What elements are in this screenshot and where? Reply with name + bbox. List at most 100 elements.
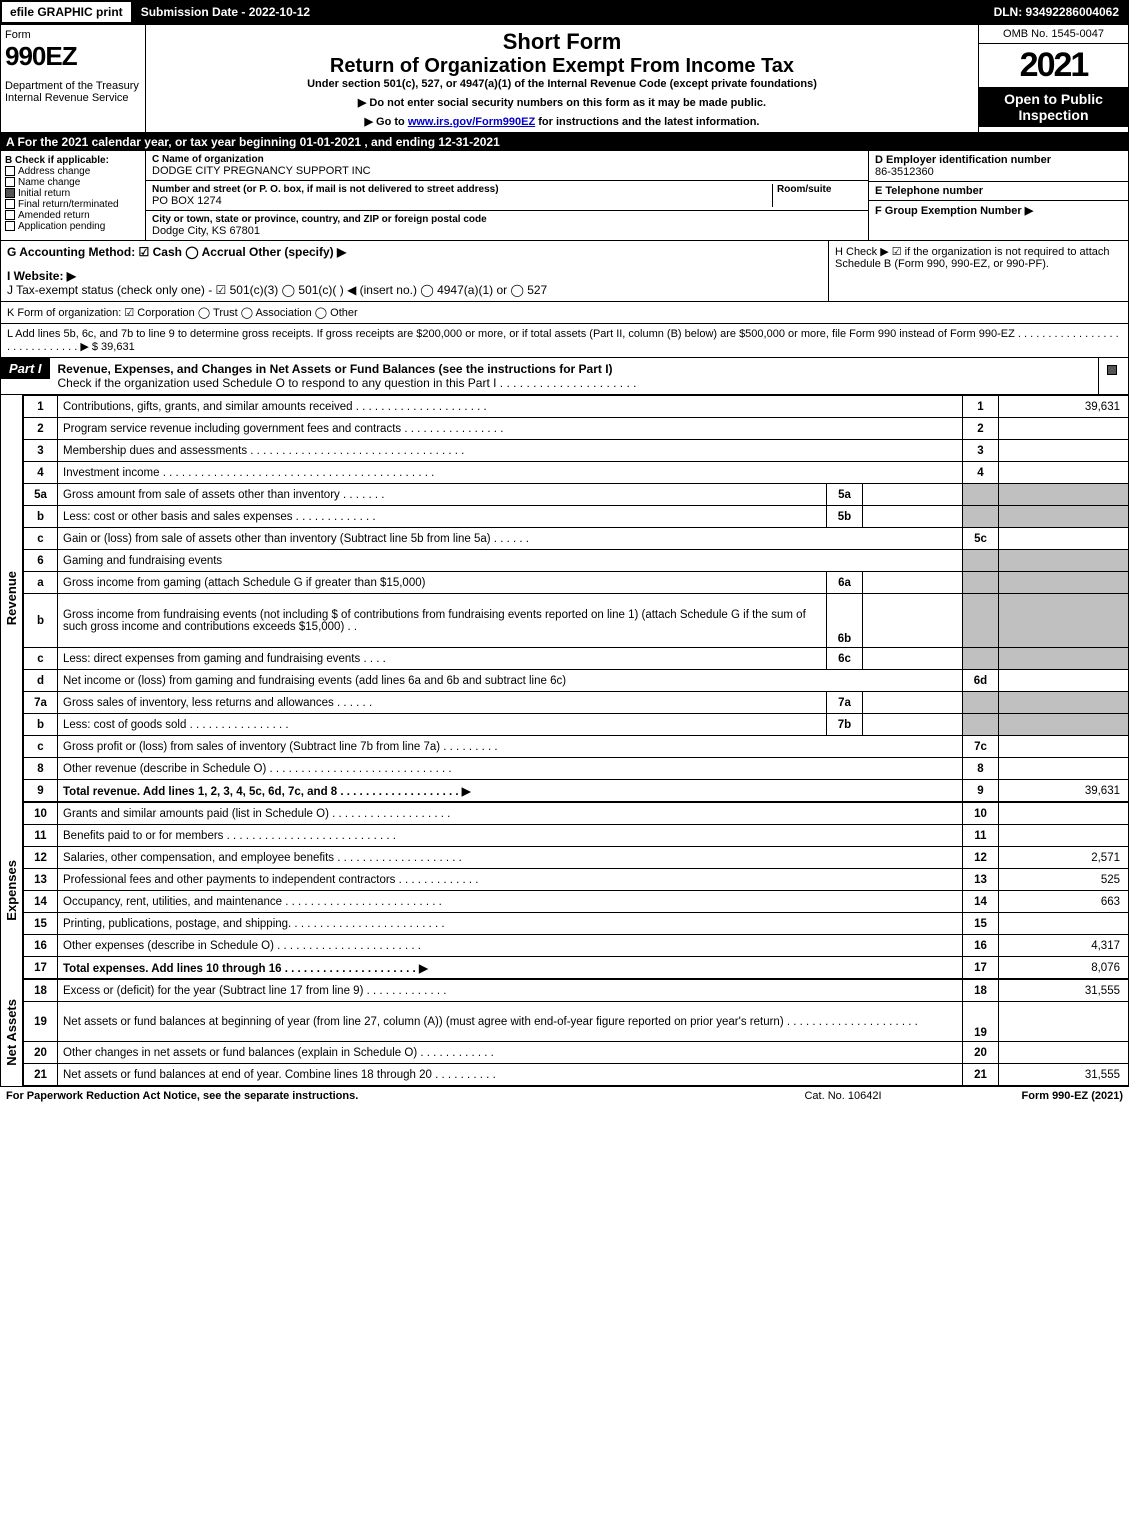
line-21: 21Net assets or fund balances at end of … bbox=[24, 1064, 1129, 1086]
form-number: 990EZ bbox=[5, 41, 141, 72]
note-post: for instructions and the latest informat… bbox=[535, 116, 759, 128]
group-label: F Group Exemption Number ▶ bbox=[875, 204, 1122, 217]
expenses-table: 10Grants and similar amounts paid (list … bbox=[23, 802, 1129, 979]
department: Department of the Treasury Internal Reve… bbox=[5, 80, 141, 104]
col-b: B Check if applicable: Address change Na… bbox=[1, 151, 146, 240]
line-7c: cGross profit or (loss) from sales of in… bbox=[24, 736, 1129, 758]
line-l: L Add lines 5b, 6c, and 7b to line 9 to … bbox=[0, 324, 1129, 358]
line-16: 16Other expenses (describe in Schedule O… bbox=[24, 935, 1129, 957]
side-netassets: Net Assets bbox=[2, 997, 21, 1068]
line-8: 8Other revenue (describe in Schedule O) … bbox=[24, 758, 1129, 780]
footer-right: Form 990-EZ (2021) bbox=[943, 1090, 1123, 1102]
line-10: 10Grants and similar amounts paid (list … bbox=[24, 803, 1129, 825]
chk-initial[interactable]: Initial return bbox=[5, 188, 141, 199]
phone-row: E Telephone number bbox=[869, 182, 1128, 201]
line-15: 15Printing, publications, postage, and s… bbox=[24, 913, 1129, 935]
org-name-row: C Name of organization DODGE CITY PREGNA… bbox=[146, 151, 868, 181]
side-expenses: Expenses bbox=[2, 858, 21, 923]
org-name: DODGE CITY PREGNANCY SUPPORT INC bbox=[152, 165, 862, 177]
chk-pending[interactable]: Application pending bbox=[5, 221, 141, 232]
part1-label: Part I bbox=[1, 358, 50, 379]
top-bar: efile GRAPHIC print Submission Date - 20… bbox=[0, 0, 1129, 24]
ein: 86-3512360 bbox=[875, 166, 1122, 178]
note-link: ▶ Go to www.irs.gov/Form990EZ for instru… bbox=[152, 115, 972, 128]
street-row: Number and street (or P. O. box, if mail… bbox=[146, 181, 868, 211]
line-7b: bLess: cost of goods sold . . . . . . . … bbox=[24, 714, 1129, 736]
part1-subtitle: Check if the organization used Schedule … bbox=[58, 376, 637, 390]
irs-link[interactable]: www.irs.gov/Form990EZ bbox=[408, 116, 535, 128]
line-j: J Tax-exempt status (check only one) - ☑… bbox=[7, 283, 822, 297]
chk-name[interactable]: Name change bbox=[5, 177, 141, 188]
line-12: 12Salaries, other compensation, and empl… bbox=[24, 847, 1129, 869]
part1-title-text: Revenue, Expenses, and Changes in Net As… bbox=[58, 362, 613, 376]
header-center: Short Form Return of Organization Exempt… bbox=[146, 25, 978, 132]
expenses-block: Expenses 10Grants and similar amounts pa… bbox=[0, 802, 1129, 979]
city-row: City or town, state or province, country… bbox=[146, 211, 868, 240]
note-ssn: ▶ Do not enter social security numbers o… bbox=[152, 96, 972, 109]
info-grid: B Check if applicable: Address change Na… bbox=[0, 151, 1129, 241]
footer: For Paperwork Reduction Act Notice, see … bbox=[0, 1086, 1129, 1105]
line-i: I Website: ▶ bbox=[7, 269, 822, 283]
line-6d: dNet income or (loss) from gaming and fu… bbox=[24, 670, 1129, 692]
line-6a: aGross income from gaming (attach Schedu… bbox=[24, 572, 1129, 594]
revenue-block: Revenue 1Contributions, gifts, grants, a… bbox=[0, 395, 1129, 802]
col-b-label: B Check if applicable: bbox=[5, 155, 141, 166]
open-public: Open to Public Inspection bbox=[979, 87, 1128, 127]
line-6: 6Gaming and fundraising events bbox=[24, 550, 1129, 572]
header-right: OMB No. 1545-0047 2021 Open to Public In… bbox=[978, 25, 1128, 132]
chk-final[interactable]: Final return/terminated bbox=[5, 199, 141, 210]
line-g: G Accounting Method: ☑ Cash ◯ Accrual Ot… bbox=[7, 245, 822, 259]
line-1: 1Contributions, gifts, grants, and simil… bbox=[24, 396, 1129, 418]
line-h: H Check ▶ ☑ if the organization is not r… bbox=[828, 241, 1128, 301]
city: Dodge City, KS 67801 bbox=[152, 225, 862, 237]
line-11: 11Benefits paid to or for members . . . … bbox=[24, 825, 1129, 847]
footer-center: Cat. No. 10642I bbox=[743, 1090, 943, 1102]
ein-label: D Employer identification number bbox=[875, 154, 1122, 166]
line-6c: cLess: direct expenses from gaming and f… bbox=[24, 648, 1129, 670]
line-k: K Form of organization: ☑ Corporation ◯ … bbox=[0, 302, 1129, 324]
part1-check[interactable] bbox=[1098, 358, 1128, 394]
note-pre: ▶ Go to bbox=[365, 116, 408, 128]
part1-header-row: Part I Revenue, Expenses, and Changes in… bbox=[0, 358, 1129, 395]
street: PO BOX 1274 bbox=[152, 195, 772, 207]
line-13: 13Professional fees and other payments t… bbox=[24, 869, 1129, 891]
chk-address[interactable]: Address change bbox=[5, 166, 141, 177]
gh-block: G Accounting Method: ☑ Cash ◯ Accrual Ot… bbox=[0, 241, 1129, 302]
netassets-block: Net Assets 18Excess or (deficit) for the… bbox=[0, 979, 1129, 1086]
phone-label: E Telephone number bbox=[875, 185, 1122, 197]
col-def: D Employer identification number 86-3512… bbox=[868, 151, 1128, 240]
line-20: 20Other changes in net assets or fund ba… bbox=[24, 1042, 1129, 1064]
line-4: 4Investment income . . . . . . . . . . .… bbox=[24, 462, 1129, 484]
ein-row: D Employer identification number 86-3512… bbox=[869, 151, 1128, 182]
submission-date: Submission Date - 2022-10-12 bbox=[133, 2, 318, 22]
room-label: Room/suite bbox=[772, 184, 862, 207]
line-2: 2Program service revenue including gover… bbox=[24, 418, 1129, 440]
form-word: Form bbox=[5, 29, 141, 41]
line-5b: bLess: cost or other basis and sales exp… bbox=[24, 506, 1129, 528]
title-short-form: Short Form bbox=[152, 29, 972, 55]
line-5c: cGain or (loss) from sale of assets othe… bbox=[24, 528, 1129, 550]
header-left: Form 990EZ Department of the Treasury In… bbox=[1, 25, 146, 132]
section-a: A For the 2021 calendar year, or tax yea… bbox=[0, 133, 1129, 151]
line-9: 9Total revenue. Add lines 1, 2, 3, 4, 5c… bbox=[24, 780, 1129, 802]
netassets-table: 18Excess or (deficit) for the year (Subt… bbox=[23, 979, 1129, 1086]
tax-year: 2021 bbox=[979, 44, 1128, 87]
efile-label[interactable]: efile GRAPHIC print bbox=[2, 2, 131, 22]
omb-number: OMB No. 1545-0047 bbox=[979, 25, 1128, 44]
line-7a: 7aGross sales of inventory, less returns… bbox=[24, 692, 1129, 714]
line-5a: 5aGross amount from sale of assets other… bbox=[24, 484, 1129, 506]
revenue-table: 1Contributions, gifts, grants, and simil… bbox=[23, 395, 1129, 802]
group-row: F Group Exemption Number ▶ bbox=[869, 201, 1128, 220]
line-18: 18Excess or (deficit) for the year (Subt… bbox=[24, 980, 1129, 1002]
line-17: 17Total expenses. Add lines 10 through 1… bbox=[24, 957, 1129, 979]
part1-title: Revenue, Expenses, and Changes in Net As… bbox=[50, 358, 1098, 394]
line-19: 19Net assets or fund balances at beginni… bbox=[24, 1002, 1129, 1042]
dln: DLN: 93492286004062 bbox=[986, 2, 1127, 22]
chk-amended[interactable]: Amended return bbox=[5, 210, 141, 221]
line-3: 3Membership dues and assessments . . . .… bbox=[24, 440, 1129, 462]
line-14: 14Occupancy, rent, utilities, and mainte… bbox=[24, 891, 1129, 913]
subtitle: Under section 501(c), 527, or 4947(a)(1)… bbox=[152, 78, 972, 90]
title-return: Return of Organization Exempt From Incom… bbox=[152, 55, 972, 78]
street-label: Number and street (or P. O. box, if mail… bbox=[152, 184, 772, 195]
form-header: Form 990EZ Department of the Treasury In… bbox=[0, 24, 1129, 133]
